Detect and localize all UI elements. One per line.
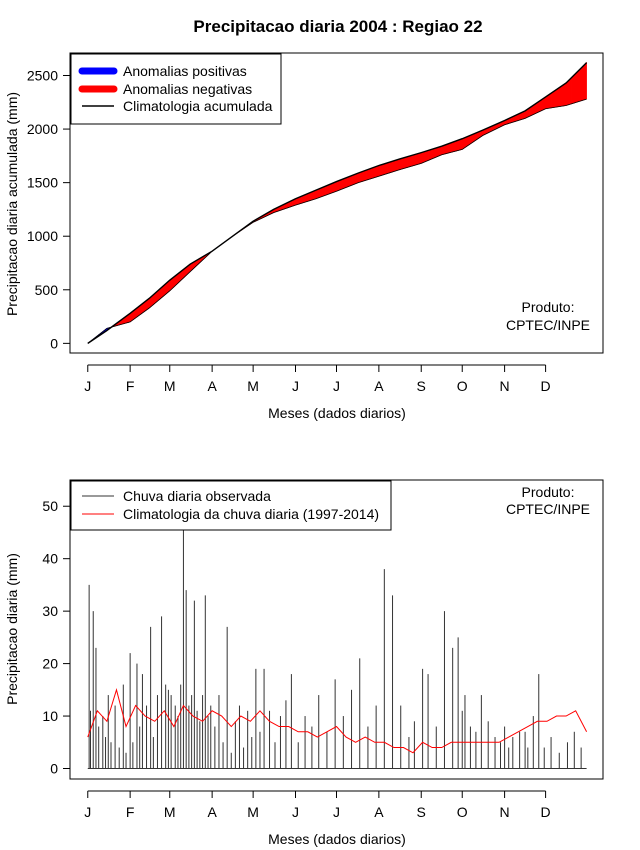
x-tick-label: N (500, 378, 510, 394)
y-tick-label: 0 (50, 335, 58, 351)
y-tick-label: 1000 (27, 228, 58, 244)
negative-anomaly-segment (584, 61, 587, 100)
legend: Chuva diaria observada Climatologia da c… (70, 480, 392, 531)
y-tick-label: 2000 (27, 121, 58, 137)
y-tick-label: 10 (42, 708, 58, 724)
x-tick-label: N (500, 804, 510, 820)
x-tick-label: M (164, 804, 176, 820)
chart-title: Precipitacao diaria 2004 : Regiao 22 (193, 17, 482, 36)
panel-cumulative: 0 500 1000 1500 2000 2500 J F M A M J J A S O N D Meses … (4, 52, 604, 421)
x-tick-label: S (417, 804, 426, 820)
y-tick-label: 500 (35, 282, 59, 298)
legend-box (70, 480, 392, 531)
x-tick-label: M (247, 804, 259, 820)
product-note-line1: Produto: (522, 484, 575, 500)
x-axis-label: Meses (dados diarios) (268, 831, 406, 847)
product-note-line2: CPTEC/INPE (506, 501, 590, 517)
legend-label-positive: Anomalias positivas (123, 63, 247, 79)
x-tick-label: J (333, 804, 340, 820)
legend-label-climatology: Climatologia acumulada (123, 98, 273, 114)
product-note-line2: CPTEC/INPE (506, 317, 590, 333)
observed-rain-spikes (87, 527, 587, 770)
x-tick-label: J (333, 378, 340, 394)
x-tick-label: J (292, 804, 299, 820)
y-tick-label: 30 (42, 603, 58, 619)
x-tick-label: A (207, 378, 217, 394)
x-axis-label: Meses (dados diarios) (268, 405, 406, 421)
climatology-line (87, 62, 588, 344)
y-tick-label: 40 (42, 551, 58, 567)
x-tick-label: A (207, 804, 217, 820)
x-tick-label: O (457, 804, 468, 820)
legend-label-observed: Chuva diaria observada (123, 488, 271, 504)
y-axis: 0 500 1000 1500 2000 2500 (27, 68, 71, 351)
x-tick-label: A (374, 804, 384, 820)
y-tick-label: 0 (50, 761, 58, 777)
x-tick-label: M (247, 378, 259, 394)
panel-daily: 0 10 20 30 40 50 J F M A M J J A S O N D Meses (dados di… (4, 479, 604, 847)
x-tick-label: F (126, 378, 135, 394)
legend-label-negative: Anomalias negativas (123, 81, 252, 97)
x-tick-label: D (541, 804, 551, 820)
x-tick-label: J (292, 378, 299, 394)
x-tick-label: D (541, 378, 551, 394)
x-tick-label: A (374, 378, 384, 394)
observed-cumulative-line (87, 98, 587, 344)
x-tick-label: S (417, 378, 426, 394)
x-tick-label: M (164, 378, 176, 394)
product-note-line1: Produto: (522, 299, 575, 315)
x-tick-label: J (84, 804, 91, 820)
y-axis-label: Precipitacao diaria acumulada (mm) (4, 92, 20, 316)
y-tick-label: 1500 (27, 175, 58, 191)
y-tick-label: 50 (42, 498, 58, 514)
x-tick-label: J (84, 378, 91, 394)
y-axis: 0 10 20 30 40 50 (42, 498, 71, 777)
x-tick-label: O (457, 378, 468, 394)
daily-climatology-line (87, 687, 588, 754)
x-tick-label: F (126, 804, 135, 820)
y-tick-label: 20 (42, 656, 58, 672)
y-axis-label: Precipitacao diaria (mm) (4, 553, 20, 705)
legend: Anomalias positivas Anomalias negativas … (70, 53, 282, 125)
legend-label-climatology: Climatologia da chuva diaria (1997-2014) (123, 506, 379, 522)
y-tick-label: 2500 (27, 68, 58, 84)
